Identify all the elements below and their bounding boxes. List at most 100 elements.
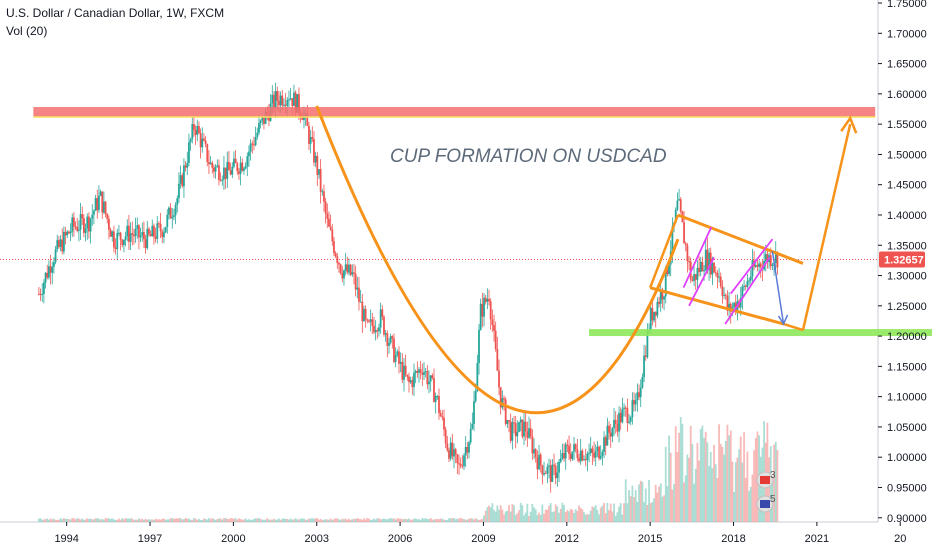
candle-body — [111, 231, 114, 237]
candle-body — [146, 228, 149, 249]
volume-bar — [706, 442, 709, 522]
volume-indicator-label[interactable]: Vol (20) — [6, 24, 48, 38]
candle-body — [531, 436, 534, 454]
candle-body — [533, 449, 535, 454]
candle-body — [426, 371, 429, 385]
volume-bar — [763, 421, 765, 522]
volume-bar — [633, 497, 635, 522]
volume-bar — [84, 519, 87, 522]
volume-bar — [324, 519, 327, 522]
candle-body — [553, 464, 555, 466]
volume-bar — [396, 518, 399, 522]
event-markers[interactable]: 3 5 — [756, 470, 776, 513]
volume-bar — [708, 466, 710, 522]
y-tick-label: 1.60000 — [887, 89, 927, 101]
y-tick-label: 1.40000 — [887, 210, 927, 222]
plot-area — [0, 0, 878, 522]
candle-body — [714, 272, 717, 274]
volume-bar — [179, 518, 182, 522]
volume-bar — [599, 507, 602, 522]
flag1-lower — [688, 256, 715, 307]
volume-bar — [484, 510, 487, 522]
volume-bar — [221, 519, 224, 522]
volume-bar — [523, 515, 525, 522]
volume-bar — [516, 513, 519, 522]
cup-curve — [315, 105, 680, 415]
candle-body — [628, 421, 630, 423]
candle-body — [73, 217, 75, 227]
volume-bar — [271, 519, 274, 522]
volume-bar — [426, 519, 429, 522]
candle-body — [379, 309, 382, 328]
volume-bar — [588, 514, 590, 522]
volume-bar — [738, 449, 740, 522]
candle-body — [271, 94, 274, 104]
candle-body — [68, 231, 70, 234]
volume-bar — [288, 519, 290, 522]
volume-bar — [489, 507, 492, 522]
price-axis[interactable]: 1.75000 1.70000 1.65000 1.60000 1.55000 1.500… — [878, 0, 927, 525]
candle-body — [386, 333, 389, 346]
candle-body — [339, 264, 342, 273]
time-axis[interactable]: 1994 1997 2000 2003 2006 2009 2012 2015 2018 2021… — [54, 522, 906, 545]
volume-bar — [499, 505, 502, 522]
volume-bar — [526, 503, 529, 522]
candle-body — [598, 446, 600, 459]
candle-body — [329, 226, 332, 230]
candle-body — [216, 165, 219, 167]
volume-bar — [44, 519, 47, 522]
volume-bar — [259, 519, 262, 522]
volume-bar — [56, 519, 59, 522]
volume-bar — [593, 507, 595, 522]
candle-body — [91, 214, 94, 219]
flag1-upper — [682, 226, 713, 289]
candle-body — [469, 428, 472, 443]
candle-body — [733, 302, 735, 308]
volume-bar — [379, 519, 382, 522]
volume-bar — [504, 511, 507, 522]
candle-body — [476, 363, 479, 391]
volume-bar — [473, 519, 475, 522]
symbol-title[interactable]: U.S. Dollar / Canadian Dollar, 1W, FXCM — [6, 6, 225, 20]
candle-body — [388, 342, 390, 346]
candle-body — [479, 303, 482, 330]
volume-bar — [51, 519, 54, 522]
volume-bar — [759, 456, 762, 522]
volume-bar — [123, 519, 125, 522]
candle-body — [546, 466, 549, 474]
volume-bar — [264, 519, 267, 522]
candle-body — [639, 387, 642, 398]
candle-body — [631, 400, 634, 418]
volume-bar — [596, 509, 599, 522]
candle-body — [384, 333, 387, 335]
volume-bar — [689, 425, 692, 522]
volume-bar — [578, 505, 580, 522]
candle-body — [534, 449, 537, 458]
candle-body — [328, 218, 330, 227]
volume-bar — [571, 509, 574, 522]
volume-bar — [529, 511, 532, 522]
volume-bar — [531, 503, 534, 522]
volume-bar — [296, 519, 299, 522]
candle-body — [489, 301, 492, 320]
volume-bar — [589, 510, 592, 522]
candle-body — [508, 420, 510, 422]
candle-body — [121, 239, 124, 246]
candle-body — [43, 282, 45, 294]
candle-body — [336, 256, 339, 263]
candle-body — [511, 422, 514, 441]
volume-bar — [224, 518, 227, 522]
volume-bar — [436, 519, 439, 522]
us-flag-icon-fill — [760, 500, 770, 508]
candle-body — [378, 327, 380, 332]
volume-bar — [563, 504, 565, 522]
candle-body — [406, 374, 409, 377]
volume-bar — [323, 519, 325, 522]
volume-bar — [146, 519, 149, 522]
candle-body — [109, 229, 112, 237]
candle-body — [444, 429, 447, 444]
candle-body — [536, 457, 539, 470]
candle-body — [743, 285, 745, 287]
candle-body — [586, 453, 589, 460]
